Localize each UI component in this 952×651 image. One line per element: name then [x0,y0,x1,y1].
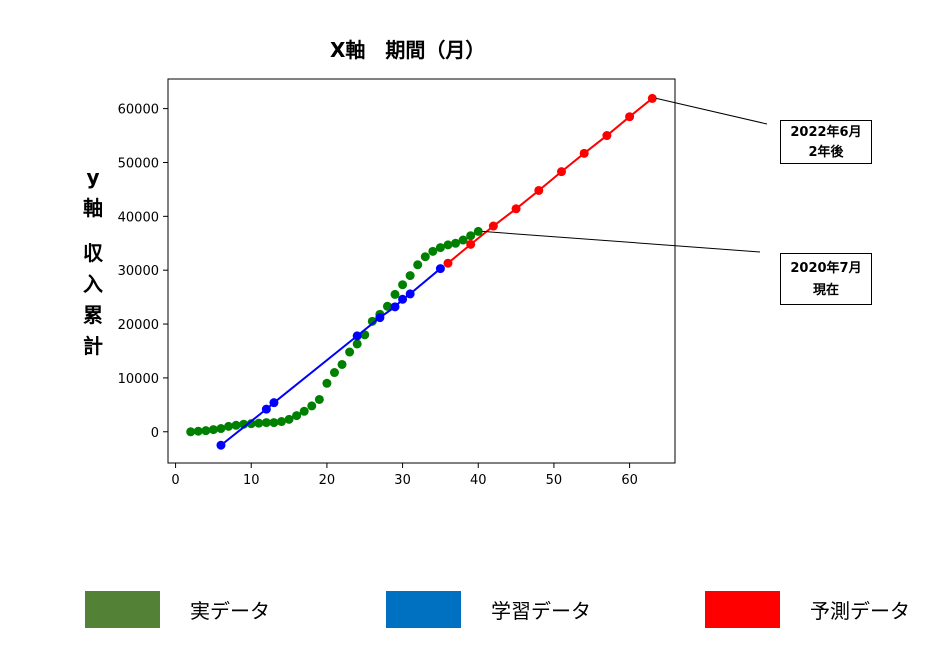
data-point-actual [307,401,317,411]
legend-label-training: 学習データ [491,599,591,623]
data-point-training [261,404,271,414]
data-point-actual [398,280,408,290]
data-point-training [435,264,445,274]
x-tick-label: 50 [546,473,563,488]
legend-swatch-training [386,591,461,628]
data-point-forecast [625,112,635,122]
legend-label-forecast: 予測データ [810,599,910,623]
data-point-actual [261,418,271,428]
legend-swatch-forecast [705,591,780,628]
y-tick-label: 50000 [118,156,159,171]
data-point-forecast [647,93,657,103]
data-point-actual [292,411,302,421]
data-point-training [269,398,279,408]
data-point-actual [390,289,400,299]
x-tick-label: 0 [171,473,179,488]
data-point-training [405,289,415,299]
chart-title: X軸 期間（月） [330,38,486,62]
y-tick-label: 0 [151,426,159,441]
x-tick-label: 40 [470,473,487,488]
y-axis-label-char: 収 [83,241,103,265]
y-tick-label: 30000 [118,264,159,279]
y-axis-label-char: 軸 [83,196,103,220]
data-point-actual [254,418,264,428]
data-point-actual [322,378,332,388]
callout-current-date: 2020年7月 [790,261,862,276]
callout-future-note: 2年後 [808,145,844,160]
callout-current: 2020年7月 現在 [780,253,872,305]
legend-label-actual: 実データ [190,599,270,623]
data-point-forecast [602,131,612,141]
data-point-actual [224,421,234,431]
data-point-actual [193,426,203,436]
callout-future-date: 2022年6月 [790,125,862,140]
x-tick-label: 10 [243,473,260,488]
data-point-actual [435,243,445,253]
data-point-actual [466,231,476,241]
data-point-actual [420,252,430,262]
series-line-forecast [447,97,653,264]
data-point-actual [473,226,483,236]
data-point-actual [413,260,423,270]
y-axis-label-char: 累 [83,303,103,327]
data-point-training [390,302,400,312]
data-point-actual [405,271,415,281]
data-point-actual [186,427,196,437]
y-tick-label: 40000 [118,210,159,225]
y-tick-label: 60000 [118,103,159,118]
data-point-actual [208,425,218,435]
x-tick-label: 30 [394,473,411,488]
data-point-forecast [511,204,521,214]
data-point-actual [428,246,438,256]
data-point-forecast [466,239,476,249]
data-point-actual [451,238,461,248]
callout-current-note: 現在 [812,283,839,298]
data-point-forecast [534,185,544,195]
y-tick-label: 20000 [118,318,159,333]
y-axis-label-char: 計 [83,334,103,358]
data-point-actual [299,406,309,416]
data-point-training [216,440,226,450]
data-point-actual [382,301,392,311]
data-point-actual [352,339,362,349]
annotation-leader-line [482,230,761,253]
data-point-actual [329,368,339,378]
data-point-actual [367,316,377,326]
data-point-forecast [443,258,453,268]
legend-item-forecast: 予測データ [705,591,910,628]
callout-future: 2022年6月 2年後 [780,120,872,164]
x-tick-label: 60 [621,473,638,488]
data-point-forecast [579,148,589,158]
data-point-actual [277,417,287,427]
legend-item-actual: 実データ [85,591,270,628]
legend-swatch-actual [85,591,160,628]
x-tick-label: 20 [319,473,336,488]
y-tick-label: 10000 [118,372,159,387]
y-axis-label-char: y [86,165,100,189]
y-axis-label: y 軸 収 入 累 計 [76,162,110,362]
annotation-leader-line [656,97,768,125]
data-point-forecast [556,167,566,177]
y-axis-label-char: 入 [83,272,103,296]
legend-item-training: 学習データ [386,591,591,628]
data-point-actual [201,426,211,436]
data-point-training [352,331,362,341]
data-point-actual [337,359,347,369]
data-point-actual [443,240,453,250]
plot-frame [167,78,676,464]
data-point-actual [458,235,468,245]
data-point-actual [216,424,226,434]
data-point-actual [269,418,279,428]
data-point-actual [231,420,241,430]
data-point-actual [284,414,294,424]
data-point-actual [314,394,324,404]
data-point-training [375,313,385,323]
data-point-training [398,294,408,304]
data-point-actual [246,419,256,429]
data-point-forecast [488,221,498,231]
data-point-actual [345,347,355,357]
